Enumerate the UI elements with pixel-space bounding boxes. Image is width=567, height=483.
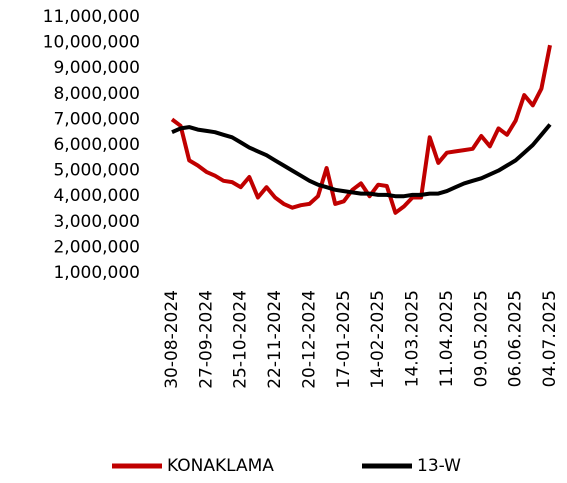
- y-tick-label: 4,000,000: [53, 186, 140, 206]
- y-tick-label: 11,000,000: [43, 7, 140, 27]
- x-tick-label: 11.04.2025: [437, 290, 457, 387]
- y-tick-label: 9,000,000: [53, 58, 140, 78]
- x-tick-label: 17-01-2025: [334, 290, 354, 389]
- x-tick-label: 09.05.2025: [471, 290, 491, 387]
- y-tick-label: 8,000,000: [53, 84, 140, 104]
- x-tick-label: 14-02-2025: [368, 290, 388, 389]
- y-tick-label: 5,000,000: [53, 161, 140, 181]
- x-tick-label: 27-09-2024: [196, 290, 216, 389]
- x-tick-label: 25-10-2024: [231, 290, 251, 389]
- y-tick-label: 3,000,000: [53, 212, 140, 232]
- x-tick-label: 04.07.2025: [540, 290, 560, 387]
- series-line: [171, 123, 552, 199]
- x-tick-label: 06.06.2025: [506, 290, 526, 387]
- y-tick-label: 10,000,000: [43, 33, 140, 53]
- legend-label: 13-W: [417, 456, 461, 476]
- y-tick-label: 2,000,000: [53, 237, 140, 257]
- x-tick-label: 20-12-2024: [299, 290, 319, 389]
- y-tick-label: 6,000,000: [53, 135, 140, 155]
- y-tick-label: 1,000,000: [53, 263, 140, 283]
- x-tick-label: 14.03.2025: [403, 290, 423, 387]
- legend-label: KONAKLAMA: [167, 456, 274, 476]
- x-tick-label: 30-08-2024: [162, 290, 182, 389]
- x-tick-label: 22-11-2024: [265, 290, 285, 389]
- series-line: [170, 44, 552, 215]
- y-tick-label: 7,000,000: [53, 109, 140, 129]
